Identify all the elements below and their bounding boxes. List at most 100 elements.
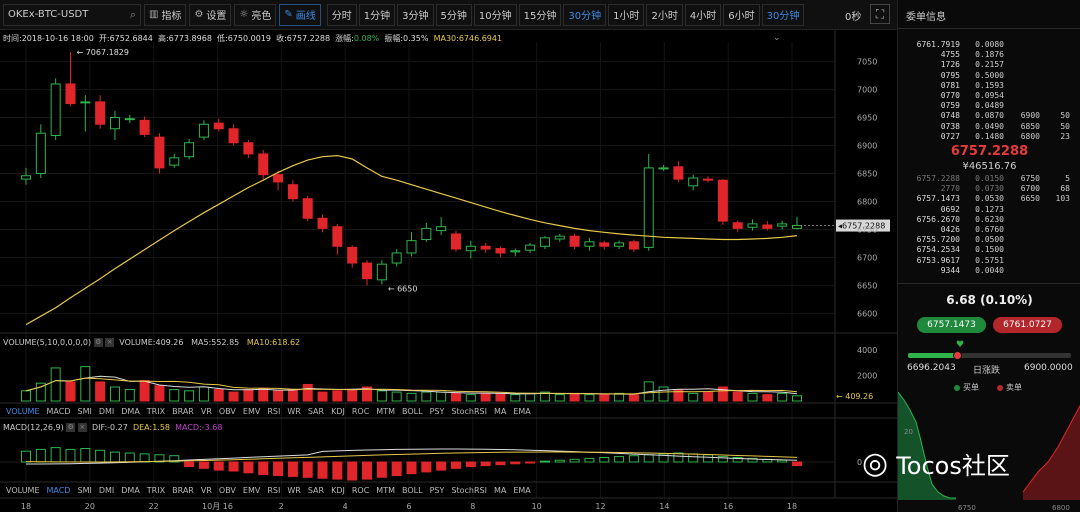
indicator-tab[interactable]: KDJ xyxy=(331,407,345,416)
period-button[interactable]: 6小时 xyxy=(723,3,760,26)
indicator-tab[interactable]: StochRSI xyxy=(451,407,487,416)
period-button[interactable]: 1小时 xyxy=(608,3,645,26)
orderbook-row[interactable]: 6756.2670 0.6230 xyxy=(898,215,1080,225)
orderbook-row[interactable]: 6761.7919 0.0080 xyxy=(898,40,1080,50)
indicator-tab[interactable]: DMA xyxy=(121,407,140,416)
orderbook-cell: 2770 xyxy=(940,184,960,194)
indicator-tab[interactable]: MACD xyxy=(46,486,71,495)
indicator-tab[interactable]: MA xyxy=(493,407,507,416)
indicator-tab[interactable]: DMA xyxy=(121,486,140,495)
indicator-tab[interactable]: BRAR xyxy=(172,407,194,416)
light-theme-button[interactable]: ☼ 亮色 xyxy=(234,3,277,26)
indicator-tab[interactable]: VOLUME xyxy=(6,407,40,416)
orderbook-row[interactable]: 2770 0.0730 6700 68 xyxy=(898,184,1080,194)
period-button[interactable]: 分时 xyxy=(326,3,357,26)
indicator-tab[interactable]: RSI xyxy=(267,407,281,416)
period-button[interactable]: 5分钟 xyxy=(435,3,472,26)
settings-button[interactable]: ⚙ 设置 xyxy=(189,3,232,26)
orderbook-row[interactable]: 0770 0.0954 xyxy=(898,91,1080,101)
macd-bar xyxy=(732,457,743,463)
orderbook-row[interactable]: 6757.2288 0.0150 6750 5 xyxy=(898,174,1080,184)
period-button[interactable]: 15分钟 xyxy=(518,3,562,26)
period-button[interactable]: 10分钟 xyxy=(473,3,517,26)
indicator-tab[interactable]: MTM xyxy=(376,486,395,495)
indicator-tab[interactable]: WR xyxy=(287,486,301,495)
indicator-tab[interactable]: SMI xyxy=(77,486,92,495)
indicator-tab[interactable]: MACD xyxy=(46,407,71,416)
indicator-tab[interactable]: ROC xyxy=(351,407,370,416)
orderbook-row[interactable]: 6753.9617 0.5751 xyxy=(898,256,1080,266)
volume-chart: ← 409.26 xyxy=(21,366,873,402)
orderbook-row[interactable]: 0692 0.1273 xyxy=(898,205,1080,215)
indicator-tab[interactable]: BOLL xyxy=(402,407,423,416)
period-button[interactable]: 4小时 xyxy=(684,3,722,26)
indicator-tab[interactable]: DMI xyxy=(98,407,115,416)
period-button[interactable]: 30分钟 xyxy=(563,3,607,26)
ohlc-amplitude: 振幅:0.35% xyxy=(384,34,429,43)
indicator-tab[interactable]: RSI xyxy=(267,486,281,495)
orderbook-row[interactable]: 6755.7200 0.0500 xyxy=(898,235,1080,245)
indicators-button[interactable]: ▥ 指标 xyxy=(144,3,187,26)
orderbook-row[interactable]: 0795 0.5000 xyxy=(898,71,1080,81)
indicator-tab[interactable]: MTM xyxy=(376,407,395,416)
orderbook-row[interactable]: 9344 0.0040 xyxy=(898,266,1080,276)
indicator-tab[interactable]: KDJ xyxy=(331,486,345,495)
indicator-tab[interactable]: PSY xyxy=(429,407,445,416)
period-button[interactable]: 3分钟 xyxy=(397,3,434,26)
indicator-tab[interactable]: SAR xyxy=(307,407,325,416)
close-icon[interactable]: × xyxy=(105,338,115,347)
indicator-tab[interactable]: VR xyxy=(200,486,212,495)
orderbook-row[interactable]: 0748 0.0870 6900 50 xyxy=(898,111,1080,121)
gear-icon[interactable]: ⚙ xyxy=(93,338,103,347)
best-ask-button[interactable]: 6761.0727 xyxy=(993,317,1062,333)
indicator-tab[interactable]: WR xyxy=(287,407,301,416)
orderbook-row[interactable]: 0426 0.6760 xyxy=(898,225,1080,235)
orderbook-row[interactable]: 6754.2534 0.1500 xyxy=(898,245,1080,255)
period-button[interactable]: 30分钟 xyxy=(761,3,805,26)
indicator-tab[interactable]: EMV xyxy=(242,486,261,495)
indicator-tab[interactable]: VOLUME xyxy=(6,486,40,495)
indicator-tab[interactable]: BOLL xyxy=(402,486,423,495)
orderbook-row[interactable]: 4755 0.1876 xyxy=(898,50,1080,60)
orderbook-row[interactable]: 1726 0.2157 xyxy=(898,60,1080,70)
chart-area[interactable]: ← 7067.1829 ← 6650 ◂6757.2288 ← 409.26 705… xyxy=(0,0,897,512)
candle-up xyxy=(184,142,195,158)
indicator-tab[interactable]: StochRSI xyxy=(451,486,487,495)
gear-icon[interactable]: ⚙ xyxy=(66,423,76,432)
indicator-tab[interactable]: TRIX xyxy=(146,407,166,416)
candle-down xyxy=(717,179,728,222)
orderbook-row[interactable]: 0738 0.0490 6850 50 xyxy=(898,122,1080,132)
watermark: ◎ Tocos社区 xyxy=(862,446,1010,481)
ask-list: 6761.7919 0.0080 4755 0.1876 1726 0.2157 0795 0… xyxy=(898,40,1080,142)
best-bid-button[interactable]: 6757.1473 xyxy=(917,317,986,333)
indicator-tab[interactable]: TRIX xyxy=(146,486,166,495)
fullscreen-icon[interactable]: ⛶ xyxy=(870,4,890,24)
indicator-tab[interactable]: OBV xyxy=(218,407,236,416)
orderbook-cell: 0727 xyxy=(940,131,960,141)
period-button[interactable]: 1分钟 xyxy=(358,3,396,26)
indicator-tab[interactable]: DMI xyxy=(98,486,115,495)
indicator-tab[interactable]: BRAR xyxy=(172,486,194,495)
ohlc-ma30: MA30:6746.6941 xyxy=(433,34,503,43)
indicator-tab[interactable]: OBV xyxy=(218,486,236,495)
orderbook-row[interactable]: 0727 0.1480 6800 23 xyxy=(898,132,1080,142)
indicator-tab[interactable]: EMA xyxy=(513,407,531,416)
x-tick-label: 2 xyxy=(279,502,284,511)
indicator-tab[interactable]: SAR xyxy=(307,486,325,495)
y-tick-label: 6900 xyxy=(857,142,877,151)
orderbook-row[interactable]: 0759 0.0489 xyxy=(898,101,1080,111)
symbol-search[interactable]: OKEx-BTC-USDT ⌕ xyxy=(3,3,141,26)
close-icon[interactable]: × xyxy=(77,423,87,432)
draw-line-button[interactable]: ✎ 画线 xyxy=(279,3,321,26)
indicator-tab[interactable]: EMV xyxy=(242,407,261,416)
collapse-chevron-icon[interactable]: ⌄ xyxy=(773,33,781,43)
indicator-tab[interactable]: MA xyxy=(493,486,507,495)
orderbook-row[interactable]: 0781 0.1593 xyxy=(898,81,1080,91)
indicator-tab[interactable]: SMI xyxy=(77,407,92,416)
indicator-tab[interactable]: ROC xyxy=(351,486,370,495)
indicator-tab[interactable]: EMA xyxy=(513,486,531,495)
indicator-tab[interactable]: VR xyxy=(200,407,212,416)
indicator-tab[interactable]: PSY xyxy=(429,486,445,495)
orderbook-row[interactable]: 6757.1473 0.0530 6650 103 xyxy=(898,194,1080,204)
period-button[interactable]: 2小时 xyxy=(646,3,683,26)
